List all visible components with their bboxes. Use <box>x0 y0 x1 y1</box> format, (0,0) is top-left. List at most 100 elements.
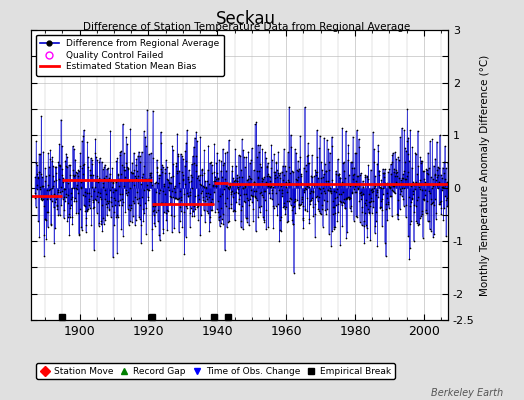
Point <box>228 180 237 186</box>
Point <box>245 222 253 229</box>
Point <box>251 194 259 200</box>
Point <box>171 194 179 201</box>
Point <box>440 205 449 212</box>
Point <box>282 198 291 204</box>
Point <box>318 159 326 165</box>
Point <box>239 154 248 160</box>
Point <box>402 173 411 179</box>
Point <box>281 163 289 169</box>
Point <box>425 226 434 232</box>
Point <box>366 199 374 206</box>
Point <box>80 161 89 167</box>
Point <box>60 194 68 200</box>
Point <box>427 228 435 234</box>
Point <box>143 176 151 182</box>
Point <box>115 191 124 197</box>
Point <box>292 167 301 173</box>
Point <box>297 180 305 186</box>
Point <box>391 173 399 180</box>
Point <box>382 201 390 208</box>
Point <box>300 164 308 171</box>
Point <box>111 187 119 194</box>
Point <box>156 237 164 244</box>
Point <box>88 157 96 164</box>
Point <box>301 184 310 191</box>
Point <box>323 198 331 204</box>
Point <box>234 184 242 191</box>
Point <box>402 214 410 220</box>
Point <box>356 190 364 196</box>
Point <box>346 183 355 189</box>
Point <box>102 173 110 179</box>
Point <box>187 178 195 184</box>
Point <box>363 234 372 240</box>
Point <box>270 175 279 182</box>
Point <box>417 158 425 164</box>
Point <box>191 193 200 199</box>
Point <box>255 168 263 174</box>
Point <box>240 198 248 204</box>
Point <box>54 159 62 165</box>
Point <box>318 167 326 173</box>
Point <box>57 184 65 190</box>
Point <box>150 207 158 213</box>
Point <box>439 184 447 190</box>
Point <box>287 132 295 138</box>
Point <box>324 167 333 173</box>
Point <box>214 175 222 182</box>
Point <box>57 202 66 208</box>
Point <box>150 222 159 229</box>
Point <box>398 175 406 182</box>
Point <box>421 179 429 186</box>
Point <box>380 166 389 172</box>
Point <box>264 224 272 230</box>
Point <box>410 202 418 208</box>
Point <box>356 172 364 178</box>
Point <box>224 184 232 190</box>
Legend: Station Move, Record Gap, Time of Obs. Change, Empirical Break: Station Move, Record Gap, Time of Obs. C… <box>36 363 395 379</box>
Point <box>34 175 42 181</box>
Point <box>288 217 297 223</box>
Point <box>364 210 373 216</box>
Point <box>275 172 283 178</box>
Point <box>369 185 378 192</box>
Point <box>256 209 264 215</box>
Point <box>164 208 172 214</box>
Point <box>121 208 129 215</box>
Point <box>220 160 228 166</box>
Point <box>297 171 305 178</box>
Point <box>225 218 234 224</box>
Point <box>99 180 107 186</box>
Point <box>211 174 220 180</box>
Point <box>351 183 359 189</box>
Point <box>101 196 109 202</box>
Point <box>282 168 291 174</box>
Point <box>164 176 172 183</box>
Point <box>221 247 229 254</box>
Point <box>365 190 373 197</box>
Point <box>418 158 427 164</box>
Point <box>231 208 239 214</box>
Point <box>43 209 51 215</box>
Point <box>252 228 260 234</box>
Point <box>183 175 192 182</box>
Point <box>346 205 354 211</box>
Point <box>77 224 85 230</box>
Point <box>108 254 117 260</box>
Point <box>123 141 132 147</box>
Point <box>213 170 222 176</box>
Point <box>441 192 450 199</box>
Point <box>229 175 237 182</box>
Point <box>399 196 408 202</box>
Point <box>134 178 143 184</box>
Point <box>351 150 359 156</box>
Point <box>156 129 165 135</box>
Point <box>105 207 114 214</box>
Point <box>197 190 205 196</box>
Point <box>129 213 137 220</box>
Point <box>39 148 47 155</box>
Point <box>427 174 435 180</box>
Point <box>167 212 176 218</box>
Point <box>52 163 60 170</box>
Point <box>210 189 218 195</box>
